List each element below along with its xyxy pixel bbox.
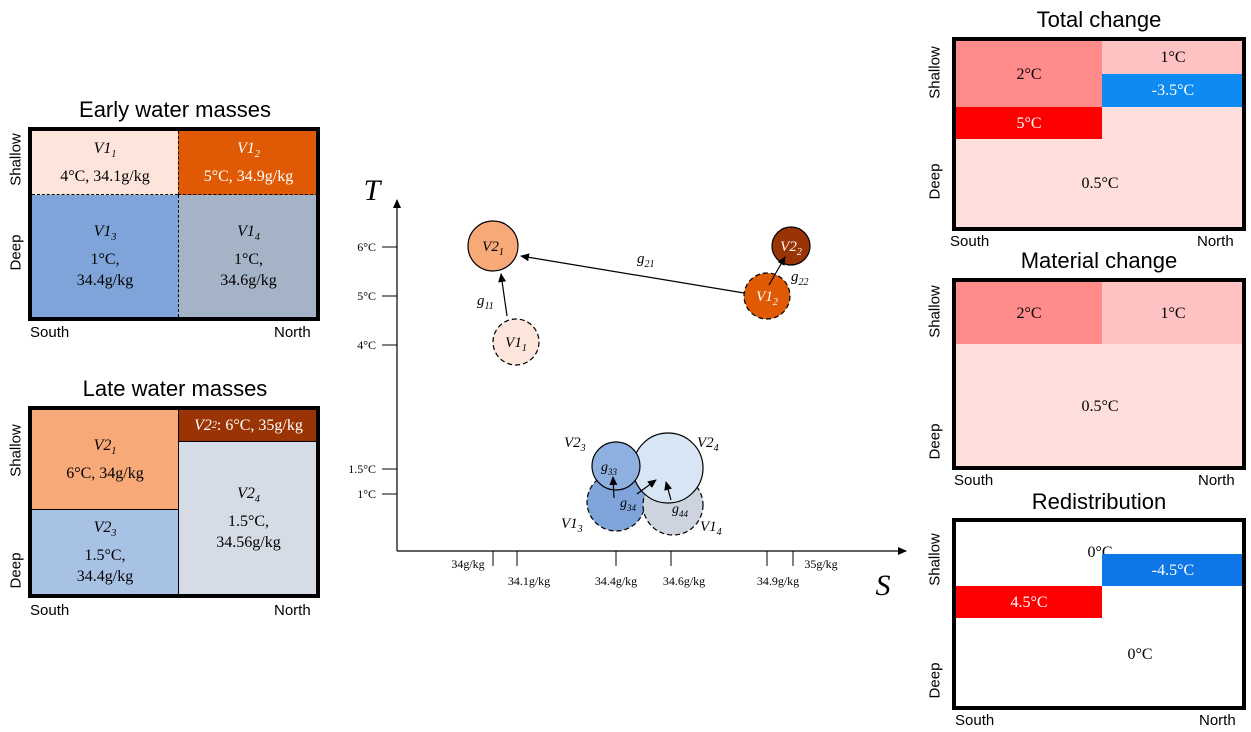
s-axis-label: S xyxy=(876,569,891,602)
bubble-v2-1 xyxy=(467,220,519,272)
redist-shallow-label: Shallow xyxy=(926,533,944,586)
material-deep-label: Deep xyxy=(926,423,944,460)
total-cell-south-warming: 5°C xyxy=(956,107,1102,139)
bubble-v1-1-label: V11 xyxy=(505,335,527,354)
material-cell-shallow-south: 2°C xyxy=(956,282,1102,344)
bubble-v2-4-label: V24 xyxy=(697,435,719,454)
total-cell-shallow-south: 2°C xyxy=(956,41,1102,107)
early-cell-v1-1: V11 4°C, 34.1g/kg xyxy=(32,131,178,195)
bubble-v1-4-label: V14 xyxy=(700,519,722,538)
bubble-v1-3-label: V13 xyxy=(561,516,583,535)
late-cell-v2-2: V2 2: 6°C, 35g/kg xyxy=(178,410,316,442)
late-deep-label: Deep xyxy=(7,552,25,589)
material-cell-shallow-north: 1°C xyxy=(1102,282,1242,344)
s-tick-34-4: 34.4g/kg xyxy=(595,574,637,588)
total-cell-deep-north-upper xyxy=(1102,107,1242,139)
material-title: Material change xyxy=(1020,248,1178,273)
total-south-label: South xyxy=(950,233,990,250)
total-cell-shallow-north: 1°C xyxy=(1102,41,1242,74)
material-south-label: South xyxy=(954,472,994,489)
late-south-label: South xyxy=(30,602,70,619)
s-tick-34-6: 34.6g/kg xyxy=(663,574,705,588)
early-deep-label: Deep xyxy=(7,234,25,271)
total-north-label: North xyxy=(1197,233,1234,250)
s-tick-35: 35g/kg xyxy=(804,557,837,571)
early-water-masses-panel: V11 4°C, 34.1g/kg V12 5°C, 34.9g/kg V13 … xyxy=(28,127,320,321)
total-cell-deep: 0.5°C xyxy=(956,139,1242,227)
late-shallow-label: Shallow xyxy=(7,424,25,477)
total-deep-label: Deep xyxy=(926,163,944,200)
early-cell-v1-2: V12 5°C, 34.9g/kg xyxy=(178,131,316,195)
material-change-panel: 2°C 1°C 0.5°C xyxy=(952,278,1246,470)
s-tick-34-9: 34.9g/kg xyxy=(757,574,799,588)
total-shallow-label: Shallow xyxy=(926,46,944,99)
material-cell-deep: 0.5°C xyxy=(956,344,1242,466)
redist-south-label: South xyxy=(955,712,995,729)
redist-north-label: North xyxy=(1199,712,1236,729)
late-north-label: North xyxy=(274,602,311,619)
early-north-label: North xyxy=(274,324,311,341)
arrow-g22 xyxy=(768,256,786,286)
redist-deep-label: Deep xyxy=(926,662,944,699)
arrow-g34 xyxy=(636,479,657,495)
late-water-masses-panel: V21 6°C, 34g/kg V2 2: 6°C, 35g/kg V23 1.5… xyxy=(28,406,320,598)
late-cell-v2-4: V24 1.5°C, 34.56g/kg xyxy=(178,442,316,594)
arrow-g33 xyxy=(609,476,618,499)
t-tick-1: 1°C xyxy=(357,487,376,501)
bubble-v2-1-label: V21 xyxy=(482,239,504,258)
bubble-v1-1 xyxy=(492,318,540,366)
early-cell-v1-4: V14 1°C, 34.6g/kg xyxy=(178,195,316,317)
t-tick-1-5: 1.5°C xyxy=(348,462,376,476)
bubble-v2-3 xyxy=(591,441,641,491)
early-shallow-label: Shallow xyxy=(7,133,25,186)
late-title: Late water masses xyxy=(82,376,268,401)
t-tick-4: 4°C xyxy=(357,338,376,352)
total-change-panel: 2°C 1°C -3.5°C 5°C 0.5°C xyxy=(952,37,1246,231)
late-cell-v2-1: V21 6°C, 34g/kg xyxy=(32,410,178,510)
material-north-label: North xyxy=(1198,472,1235,489)
bubble-v2-2 xyxy=(771,226,811,266)
bubble-v1-2 xyxy=(743,272,791,320)
arrow-g34-label: g34 xyxy=(620,496,637,513)
arrow-g21 xyxy=(520,253,745,294)
s-ticks: 34g/kg 34.1g/kg 34.4g/kg 34.6g/kg 34.9g/… xyxy=(451,551,838,588)
redistribution-panel: 0°C -4.5°C 4.5°C 0°C xyxy=(952,518,1246,710)
bubble-v2-3-label: V23 xyxy=(564,435,586,454)
ts-diagram: T S 6°C 5°C 4°C 1.5°C 1°C 34g/kg 34.1g/k… xyxy=(348,174,907,602)
arrow-g44 xyxy=(664,481,672,501)
early-title: Early water masses xyxy=(79,97,271,122)
bubble-v2-2-label: V22 xyxy=(780,239,802,258)
t-tick-6: 6°C xyxy=(357,240,376,254)
redist-title: Redistribution xyxy=(1031,489,1167,514)
arrow-g33-label: g33 xyxy=(601,460,618,477)
bubble-v1-2-label: V12 xyxy=(756,289,778,308)
t-tick-5: 5°C xyxy=(357,289,376,303)
late-cell-v2-3: V23 1.5°C, 34.4g/kg xyxy=(32,510,178,594)
t-axis-label: T xyxy=(364,174,383,207)
early-cell-v1-3: V13 1°C, 34.4g/kg xyxy=(32,195,178,317)
material-shallow-label: Shallow xyxy=(926,285,944,338)
arrow-g11 xyxy=(498,273,508,317)
s-tick-34: 34g/kg xyxy=(451,557,484,571)
bubble-v2-4 xyxy=(632,432,704,504)
arrow-g21-label: g21 xyxy=(637,251,655,270)
early-south-label: South xyxy=(30,324,70,341)
total-cell-north-cooling: -3.5°C xyxy=(1102,74,1242,107)
arrow-g22-label: g22 xyxy=(791,269,809,288)
t-ticks: 6°C 5°C 4°C 1.5°C 1°C xyxy=(348,240,397,501)
redist-cell-deep: 0°C xyxy=(1127,645,1153,663)
redist-cell-north-cooling: -4.5°C xyxy=(1102,554,1242,586)
s-tick-34-1: 34.1g/kg xyxy=(508,574,550,588)
arrow-g44-label: g44 xyxy=(672,502,689,519)
arrow-g11-label: g11 xyxy=(477,293,494,312)
redist-cell-south-warming: 4.5°C xyxy=(956,586,1102,618)
total-title: Total change xyxy=(1036,7,1162,32)
